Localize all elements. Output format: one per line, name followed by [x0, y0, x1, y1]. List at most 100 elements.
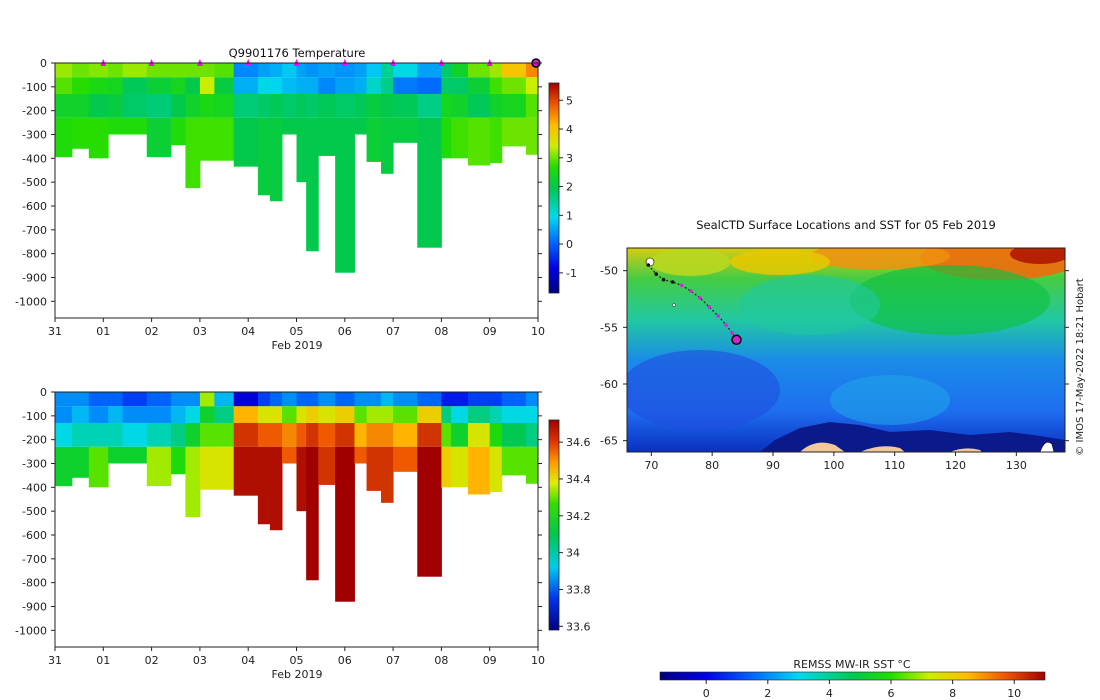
temperature-depth-axis: 0 -100 -200 -300 -400 -500 -600 -700 -800 -900 -10…: [15, 57, 542, 308]
profile-cell: [366, 117, 382, 162]
track-point: [661, 277, 666, 282]
depth-tick-label: -800: [22, 248, 47, 261]
sst-green-band: [850, 265, 1050, 335]
profile-cell: [467, 77, 491, 94]
sst-colorbar-tick-label: 4: [826, 687, 833, 700]
lat-tick-label: -65: [600, 435, 618, 448]
profile-cell: [467, 422, 491, 447]
profile-cell: [335, 406, 355, 423]
depth-tick-label: -100: [22, 410, 47, 423]
profile-cell: [108, 406, 124, 423]
profile-cell: [269, 446, 283, 531]
profile-cell: [122, 406, 148, 423]
profile-cell: [214, 93, 235, 118]
profile-cell: [354, 117, 368, 135]
date-tick-label: 05: [290, 325, 304, 338]
profile-cell: [441, 93, 452, 118]
colorbar-tick-label: 34.6: [566, 436, 591, 449]
track-point: [689, 289, 693, 293]
profile-cell: [199, 117, 215, 161]
profile-cell: [381, 422, 394, 447]
profile-cell: [354, 93, 368, 118]
profile-cell: [185, 422, 201, 447]
depth-tick-label: -900: [22, 600, 47, 613]
profile-cell: [335, 446, 355, 602]
profile-cell: [269, 117, 283, 202]
profile-cell: [170, 63, 186, 78]
colorbar-tick-label: 34.4: [566, 473, 591, 486]
profile-cell: [88, 117, 109, 159]
profile-cell: [366, 446, 382, 491]
profile-cell: [501, 406, 527, 423]
colorbar-tick-label: 2: [566, 181, 573, 194]
profile-cell: [393, 93, 418, 118]
profile-cell: [441, 392, 452, 407]
profile-cell: [393, 63, 418, 78]
depth-tick-label: -100: [22, 81, 47, 94]
profile-cell: [269, 77, 283, 94]
profile-cell: [393, 446, 418, 472]
track-point: [730, 331, 735, 335]
profile-cell: [441, 446, 452, 488]
profile-cell: [88, 392, 109, 407]
salinity-date-axis: 31 01 02 03 04 05 06 07 08 09 10: [48, 647, 545, 667]
profile-cell: [441, 77, 452, 94]
date-tick-label: 08: [434, 325, 448, 338]
date-tick-label: 10: [531, 654, 545, 667]
lat-tick-label: -50: [600, 265, 618, 278]
profile-cell: [55, 93, 73, 118]
lon-tick-label: 100: [823, 459, 844, 472]
profile-cell: [381, 117, 394, 174]
date-tick-label: 04: [241, 325, 255, 338]
profile-cell: [501, 77, 527, 94]
profile-cell: [214, 63, 235, 78]
lon-tick-label: 70: [644, 459, 658, 472]
salinity-colorbar-ticks: 34.6 34.4 34.2 34 33.8 33.6: [559, 436, 591, 633]
profile-cell: [146, 446, 172, 487]
profile-cell: [88, 63, 109, 78]
profile-cell: [233, 77, 259, 94]
profile-cell: [335, 93, 355, 118]
depth-tick-label: -1000: [15, 295, 47, 308]
profile-cell: [501, 93, 527, 118]
profile-cell: [335, 392, 355, 407]
profile-cell: [146, 422, 172, 447]
depth-tick-label: -200: [22, 105, 47, 118]
profile-cell: [269, 93, 283, 118]
profile-cell: [381, 93, 394, 118]
sst-cold-west: [627, 350, 780, 430]
profile-cell: [467, 63, 491, 78]
profile-cell: [335, 63, 355, 78]
profile-cell: [318, 63, 336, 78]
profile-cell: [451, 446, 469, 488]
profile-cell: [501, 446, 527, 476]
date-tick-label: 10: [531, 325, 545, 338]
profile-cell: [199, 63, 215, 78]
profile-cell: [55, 422, 73, 447]
depth-tick-label: -400: [22, 481, 47, 494]
profile-cell: [335, 117, 355, 273]
profile-cell: [257, 117, 271, 196]
profile-cell: [282, 392, 297, 407]
sst-field: [627, 248, 1065, 452]
depth-tick-label: -300: [22, 128, 47, 141]
profile-cell: [393, 392, 418, 407]
profile-cell: [296, 392, 307, 407]
profile-cell: [88, 77, 109, 94]
profile-cell: [501, 392, 527, 407]
profile-cell: [381, 406, 394, 423]
profile-cell: [489, 93, 503, 118]
profile-cell: [467, 446, 491, 495]
profile-cell: [354, 77, 368, 94]
date-tick-label: 09: [483, 325, 497, 338]
profile-cell: [417, 117, 442, 248]
profile-cell: [233, 406, 259, 423]
profile-cell: [214, 77, 235, 94]
profile-cell: [366, 93, 382, 118]
profile-cell: [185, 392, 201, 407]
salinity-xlabel: Feb 2019: [272, 668, 323, 681]
profile-cell: [55, 392, 73, 407]
profile-cell: [71, 446, 90, 478]
profile-cell: [393, 406, 418, 423]
profile-cell: [257, 392, 271, 407]
